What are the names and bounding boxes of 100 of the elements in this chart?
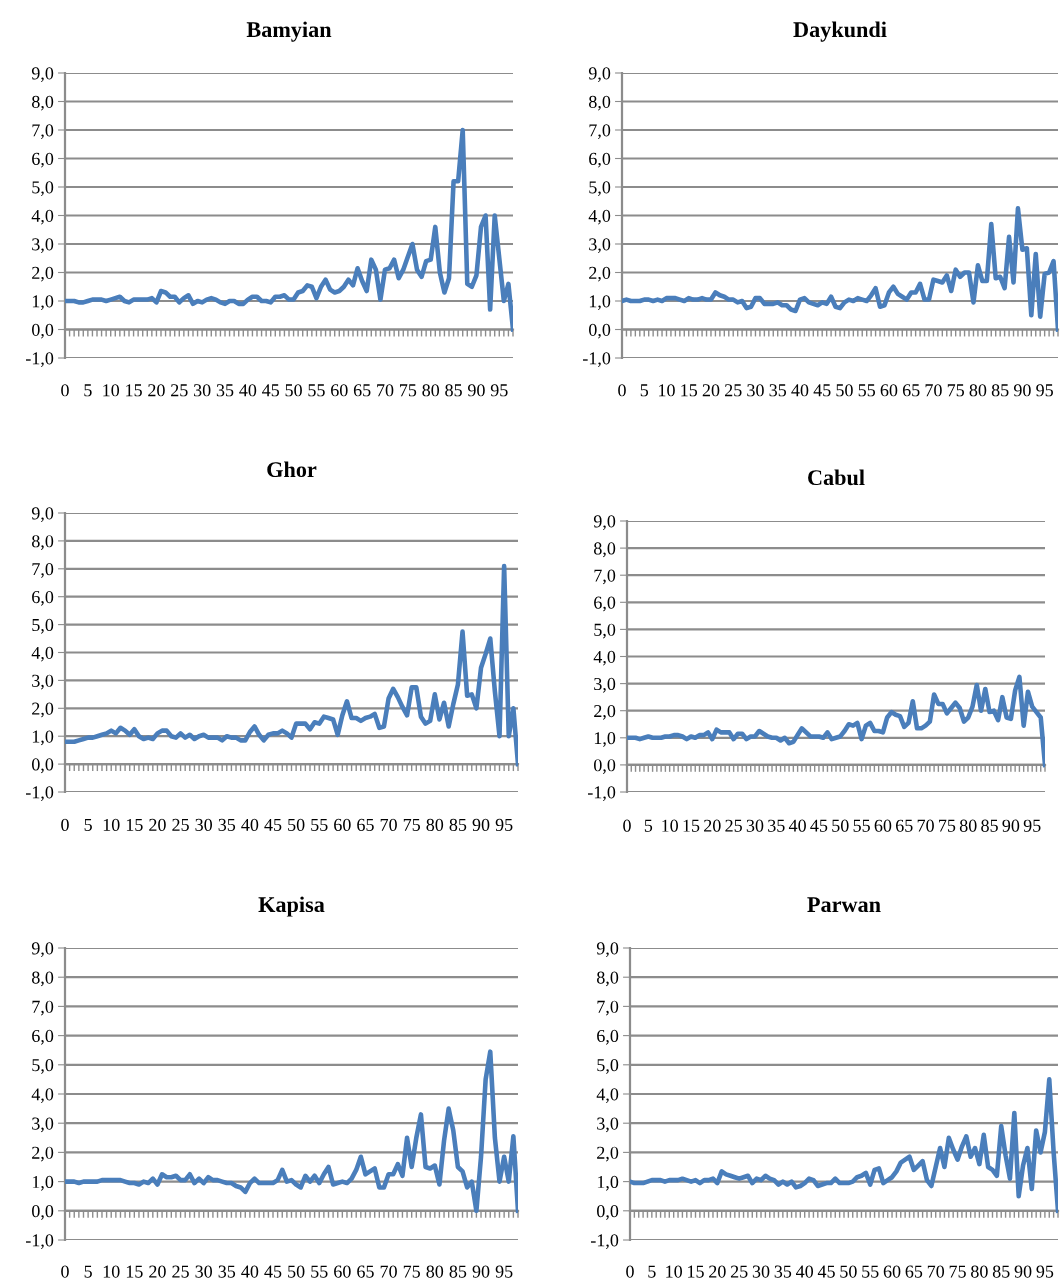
x-tick-label: 15 xyxy=(126,1265,143,1278)
x-tick-label: 80 xyxy=(426,818,444,831)
y-tick-label: 2,0 xyxy=(597,1146,619,1162)
x-tick-label: 0 xyxy=(61,818,69,831)
x-tick-label: 10 xyxy=(103,1265,120,1278)
y-tick-label: 6,0 xyxy=(32,590,54,606)
y-tick-label: 6,0 xyxy=(32,1029,54,1045)
y-tick-label: 3,0 xyxy=(589,238,611,254)
x-tick-label: 45 xyxy=(262,384,280,397)
y-tick-label: 8,0 xyxy=(32,95,54,111)
x-tick-label: 50 xyxy=(832,819,849,832)
y-tick-label: 9,0 xyxy=(31,67,54,83)
x-tick-label: 80 xyxy=(959,819,977,832)
x-tick-label: 10 xyxy=(666,1265,683,1278)
x-tick-label: 50 xyxy=(840,1265,857,1278)
x-tick-label: 85 xyxy=(992,1265,1010,1278)
x-tick-label: 10 xyxy=(662,819,678,832)
y-tick-label: 1,0 xyxy=(589,295,611,311)
x-tick-label: 75 xyxy=(400,384,417,397)
x-tick-label: 50 xyxy=(288,1265,305,1278)
y-tick-label: 1,0 xyxy=(32,1175,54,1191)
y-tick-label: 1,0 xyxy=(32,730,54,746)
x-tick-label: 80 xyxy=(969,384,987,397)
x-tick-label: 95 xyxy=(1036,1265,1054,1278)
y-tick-label: 4,0 xyxy=(31,1088,54,1104)
y-tick-label: 7,0 xyxy=(32,563,54,578)
x-tick-label: 25 xyxy=(725,819,742,832)
y-tick-label: 0,0 xyxy=(32,323,54,339)
x-tick-label: 20 xyxy=(148,384,165,397)
x-tick-label: 85 xyxy=(445,384,462,397)
x-tick-label: 80 xyxy=(426,1265,444,1278)
x-tick-label: 65 xyxy=(357,1265,374,1278)
y-tick-label: -1,0 xyxy=(587,786,616,802)
y-tick-label: 7,0 xyxy=(32,1000,54,1016)
x-tick-label: 30 xyxy=(195,818,213,831)
x-tick-label: 0 xyxy=(618,384,626,397)
y-tick-label: 5,0 xyxy=(597,1059,619,1074)
y-tick-label: 0,0 xyxy=(589,323,611,339)
x-tick-label: 20 xyxy=(704,819,721,832)
x-tick-label: 85 xyxy=(981,819,998,832)
y-tick-label: 1,0 xyxy=(594,732,616,747)
x-tick-label: 40 xyxy=(241,1265,259,1278)
x-tick-label: 65 xyxy=(902,384,920,397)
y-tick-label: 5,0 xyxy=(589,181,611,197)
x-tick-label: 95 xyxy=(1023,819,1041,832)
y-tick-label: 8,0 xyxy=(594,542,616,558)
x-tick-label: 40 xyxy=(788,819,806,832)
chart-title: Cabul xyxy=(808,469,865,486)
y-tick-label: 7,0 xyxy=(594,569,616,585)
y-tick-label: -1,0 xyxy=(25,786,54,802)
x-tick-label: 15 xyxy=(126,818,143,831)
y-tick-label: 5,0 xyxy=(32,1059,54,1074)
x-tick-label: 95 xyxy=(490,384,508,397)
y-tick-label: 8,0 xyxy=(32,971,54,987)
x-tick-label: 45 xyxy=(813,384,831,397)
y-tick-label: 2,0 xyxy=(32,1146,54,1162)
x-tick-label: 90 xyxy=(467,384,485,397)
x-tick-label: 15 xyxy=(688,1265,704,1278)
y-tick-label: 0,0 xyxy=(32,1205,54,1220)
x-tick-label: 65 xyxy=(353,384,371,397)
y-tick-label: 6,0 xyxy=(597,1029,619,1045)
y-tick-label: 1,0 xyxy=(597,1175,619,1191)
y-tick-label: 2,0 xyxy=(32,702,54,718)
x-tick-label: 25 xyxy=(171,384,188,397)
x-tick-label: 25 xyxy=(730,1265,748,1278)
x-tick-label: 65 xyxy=(905,1265,923,1278)
x-tick-label: 35 xyxy=(218,1265,236,1278)
chart-title: Parwan xyxy=(807,897,881,913)
y-tick-label: 4,0 xyxy=(588,209,611,225)
x-tick-label: 85 xyxy=(449,818,467,831)
y-tick-label: -1,0 xyxy=(590,1234,619,1250)
x-tick-label: 30 xyxy=(746,819,764,832)
x-tick-label: 90 xyxy=(472,1265,490,1278)
x-tick-label: 95 xyxy=(495,818,513,831)
x-tick-label: 25 xyxy=(172,818,189,831)
y-tick-label: 7,0 xyxy=(597,1000,619,1016)
y-tick-label: 5,0 xyxy=(32,181,54,197)
y-tick-label: 3,0 xyxy=(32,674,54,690)
x-tick-label: 30 xyxy=(195,1265,213,1278)
y-tick-label: 3,0 xyxy=(32,238,54,254)
x-tick-label: 30 xyxy=(193,384,211,397)
x-tick-label: 20 xyxy=(149,1265,166,1278)
x-tick-label: 55 xyxy=(308,384,325,397)
x-tick-label: 30 xyxy=(752,1265,770,1278)
x-tick-label: 70 xyxy=(380,818,397,831)
y-tick-label: 9,0 xyxy=(593,515,616,531)
x-tick-label: 90 xyxy=(1014,1265,1032,1278)
x-tick-label: 80 xyxy=(971,1265,988,1278)
x-tick-label: 75 xyxy=(403,1265,421,1278)
y-tick-label: 5,0 xyxy=(594,623,616,639)
x-tick-label: 85 xyxy=(449,1265,467,1278)
x-tick-label: 0 xyxy=(61,384,69,397)
x-tick-label: 95 xyxy=(495,1265,513,1278)
x-tick-label: 20 xyxy=(709,1265,726,1278)
chart-title: Kapisa xyxy=(258,896,325,917)
x-tick-label: 0 xyxy=(61,1265,69,1278)
x-tick-label: 60 xyxy=(874,819,892,832)
x-tick-label: 5 xyxy=(648,1265,656,1278)
y-tick-label: 7,0 xyxy=(589,124,611,140)
chart-title: Daykundi xyxy=(793,21,887,42)
